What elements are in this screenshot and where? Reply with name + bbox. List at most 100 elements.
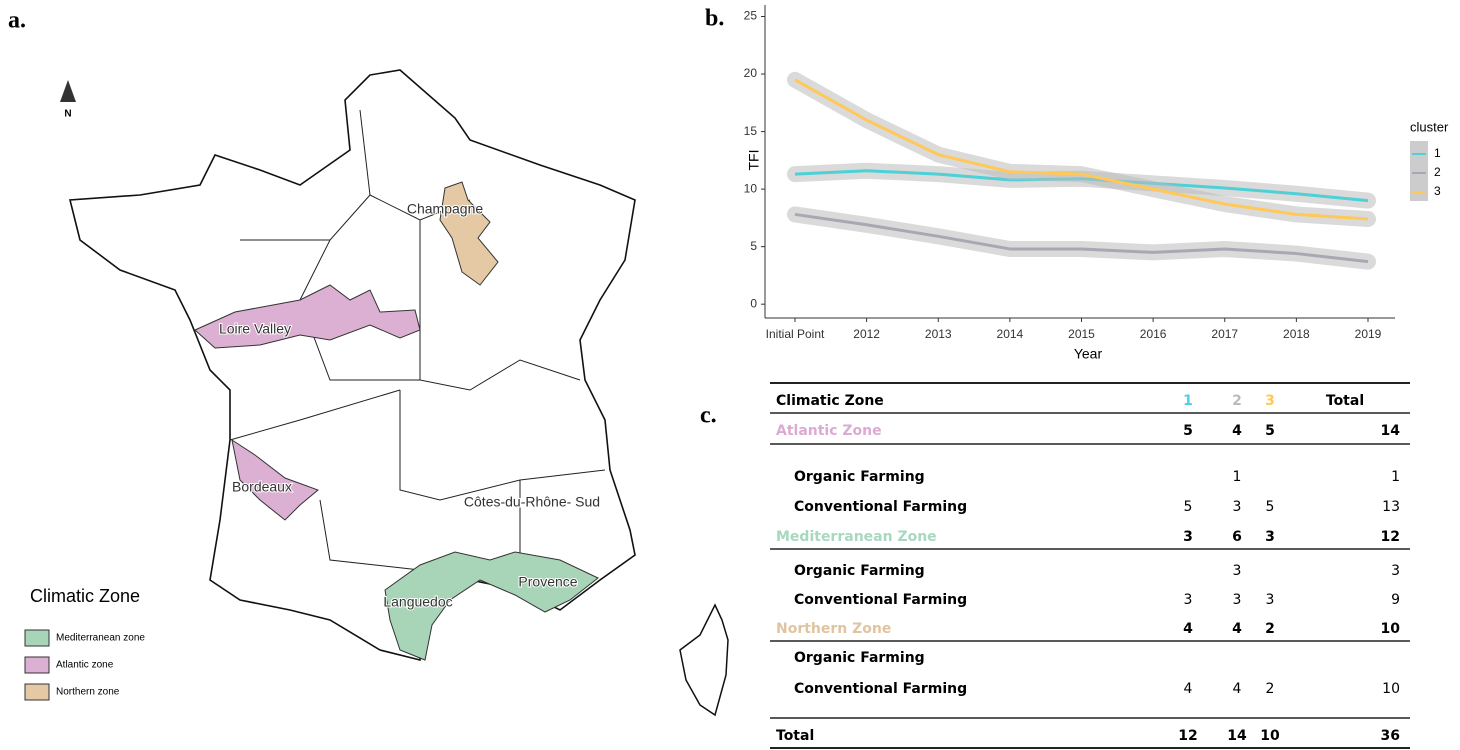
mediterranean-zone-area (384, 551, 599, 661)
row-label: Organic Farming (794, 563, 925, 579)
legend-box (1410, 141, 1428, 201)
region-label: Champagne (407, 201, 483, 217)
x-tick-label: 2014 (997, 327, 1024, 341)
northern-zone-area (439, 181, 499, 286)
table-header: Climatic Zone (776, 393, 884, 409)
legend-label: Atlantic zone (56, 660, 114, 671)
x-axis-label: Year (1074, 346, 1103, 362)
table-cell: 5 (1183, 423, 1193, 439)
france-outline (68, 69, 636, 662)
legend-label: 1 (1434, 146, 1441, 160)
table-cell: 10 (1260, 728, 1280, 744)
table-cell: 4 (1232, 621, 1242, 637)
table-cell: 1 (1233, 469, 1242, 485)
table-header: 1 (1183, 393, 1193, 409)
x-tick-label: 2018 (1283, 327, 1310, 341)
table-cell: 10 (1382, 681, 1400, 697)
x-tick-label: 2013 (925, 327, 952, 341)
y-tick-label: 0 (750, 296, 757, 310)
y-tick-label: 15 (744, 124, 758, 138)
table-cell: 2 (1266, 681, 1275, 697)
atlantic-zone-area (194, 284, 421, 349)
row-label: Organic Farming (794, 469, 925, 485)
panel-label: c. (700, 403, 717, 429)
region-label: Côtes-du-Rhône- Sud (464, 494, 600, 510)
table-cell: 1 (1391, 469, 1400, 485)
row-label: Atlantic Zone (776, 423, 882, 439)
table-cell: 3 (1233, 592, 1242, 608)
row-label: Conventional Farming (794, 681, 967, 697)
legend-title: Climatic Zone (30, 586, 140, 606)
y-tick-label: 20 (744, 66, 758, 80)
table-header: 3 (1265, 393, 1275, 409)
table-cell: 12 (1381, 529, 1400, 545)
table-cell: 5 (1266, 499, 1275, 515)
table-cell: 14 (1381, 423, 1401, 439)
region-label: Languedoc (383, 594, 452, 610)
row-label: Mediterranean Zone (776, 529, 937, 545)
table-cell: 36 (1381, 728, 1400, 744)
legend-swatch (24, 656, 50, 674)
table-cell: 3 (1391, 563, 1400, 579)
x-tick-label: 2017 (1211, 327, 1238, 341)
y-tick-label: 25 (744, 9, 758, 23)
table-cell: 5 (1265, 423, 1275, 439)
region-label: Loire Valley (219, 321, 291, 337)
line-chart: TFI Year cluster 0 5 10 15 20 25 Initial Point… (744, 5, 1449, 362)
y-tick-label: 5 (750, 239, 757, 253)
x-tick-label: Initial Point (766, 327, 825, 341)
region-label: Bordeaux (232, 479, 292, 495)
region-borders (229, 109, 606, 590)
atlantic-zone-area (231, 438, 319, 521)
map: N Champagne Loire Valley Bordeaux Côtes-… (24, 69, 729, 717)
table-cell: 14 (1227, 728, 1247, 744)
legend-swatch (24, 683, 50, 701)
table-cell: 6 (1232, 529, 1242, 545)
x-tick-label: 2016 (1140, 327, 1167, 341)
series-line (794, 212, 1369, 264)
table-cell: 13 (1382, 499, 1400, 515)
legend-label: 2 (1434, 165, 1441, 179)
y-tick-label: 10 (744, 181, 758, 195)
table-cell: 4 (1184, 681, 1193, 697)
table-cell: 3 (1233, 563, 1242, 579)
legend-label: Mediterranean zone (56, 633, 145, 644)
table-cell: 3 (1265, 529, 1275, 545)
panel-label: b. (705, 6, 724, 32)
table-cell: 3 (1233, 499, 1242, 515)
confidence-band (787, 206, 1376, 270)
table-cell: 4 (1183, 621, 1193, 637)
table-header: 2 (1232, 393, 1242, 409)
row-label: Total (776, 728, 814, 744)
table-cell: 3 (1266, 592, 1275, 608)
table-cell: 4 (1233, 681, 1242, 697)
row-label: Northern Zone (776, 621, 891, 637)
legend-swatch (24, 629, 50, 647)
table-cell: 5 (1184, 499, 1193, 515)
legend-title: cluster (1410, 119, 1449, 134)
table-cell: 12 (1178, 728, 1197, 744)
y-axis-label: TFI (746, 150, 762, 171)
table-cell: 4 (1232, 423, 1242, 439)
row-label: Organic Farming (794, 650, 925, 666)
table-cell: 2 (1265, 621, 1275, 637)
x-tick-label: 2019 (1355, 327, 1382, 341)
table-cell: 3 (1184, 592, 1193, 608)
legend-label: 3 (1434, 184, 1441, 198)
table-header: Total (1326, 393, 1364, 409)
x-tick-label: 2015 (1068, 327, 1095, 341)
table-cell: 9 (1391, 592, 1400, 608)
map-legend: Mediterranean zone Atlantic zone Northern … (24, 629, 145, 701)
panel-label: a. (8, 8, 26, 34)
north-label: N (64, 109, 71, 120)
series-line (794, 78, 1369, 221)
table-cell: 10 (1381, 621, 1401, 637)
row-label: Conventional Farming (794, 592, 967, 608)
row-label: Conventional Farming (794, 499, 967, 515)
corsica (679, 603, 729, 717)
table-cell: 3 (1183, 529, 1193, 545)
x-tick-label: 2012 (853, 327, 880, 341)
legend-label: Northern zone (56, 687, 120, 698)
